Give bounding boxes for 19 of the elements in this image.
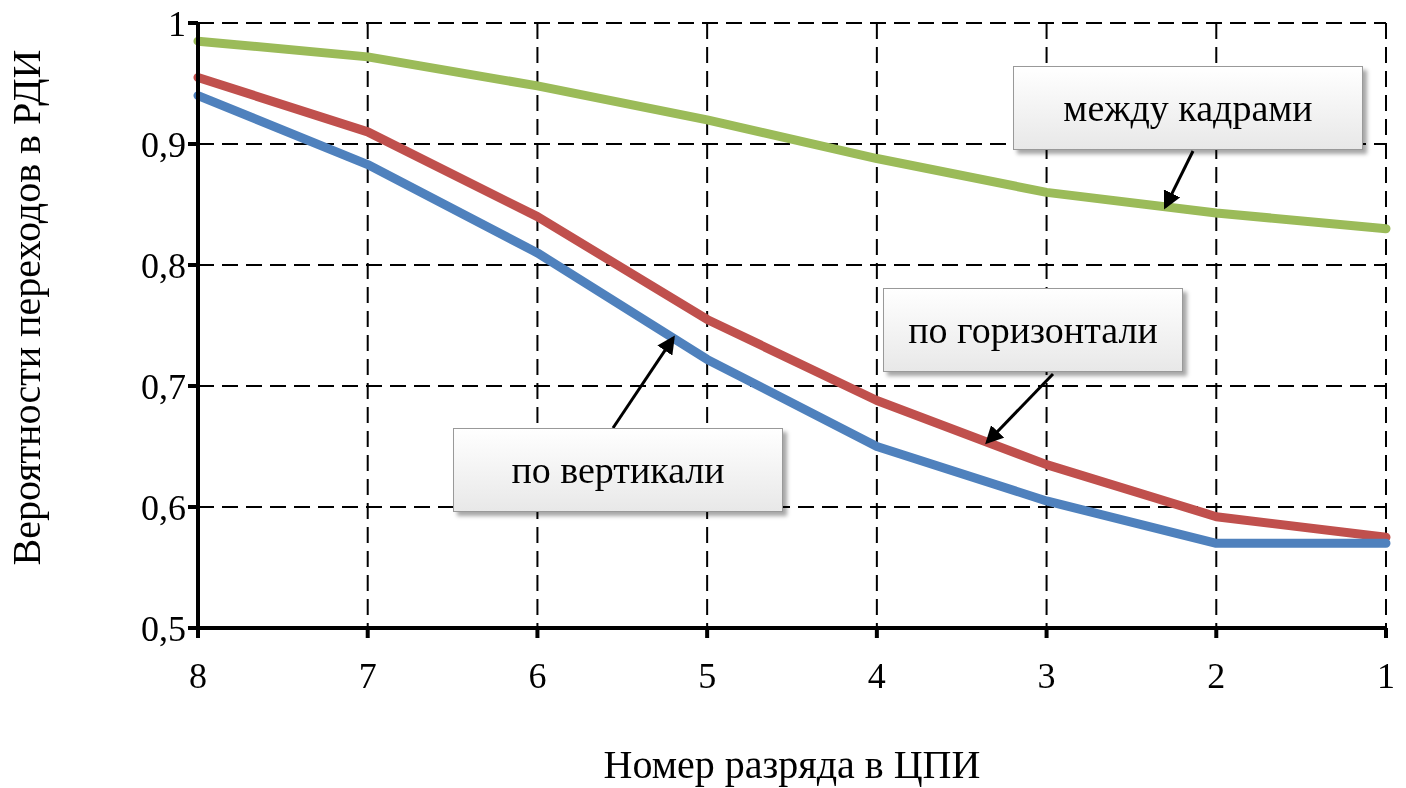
- series-label: между кадрами: [1013, 66, 1363, 150]
- y-tick-label: 0,6: [141, 487, 186, 528]
- series-label: по вертикали: [453, 428, 783, 512]
- y-tick-label: 0,9: [141, 124, 186, 165]
- x-tick-label: 5: [698, 655, 717, 696]
- x-tick-label: 1: [1377, 655, 1395, 696]
- x-tick-label: 3: [1037, 655, 1056, 696]
- y-axis-title: Вероятности переходов в РДИ: [4, 49, 50, 566]
- x-tick-label: 4: [867, 655, 886, 696]
- y-tick-label: 0,8: [141, 245, 186, 286]
- x-tick-label: 8: [189, 655, 207, 696]
- x-axis-title: Номер разряда в ЦПИ: [603, 742, 981, 787]
- x-tick-label: 6: [528, 655, 547, 696]
- x-tick-label: 2: [1207, 655, 1226, 696]
- x-tick-label: 7: [358, 655, 377, 696]
- y-tick-label: 0,5: [141, 608, 186, 649]
- series-label: по горизонтали: [883, 288, 1183, 372]
- y-tick-label: 1: [168, 3, 186, 44]
- y-tick-label: 0,7: [141, 366, 186, 407]
